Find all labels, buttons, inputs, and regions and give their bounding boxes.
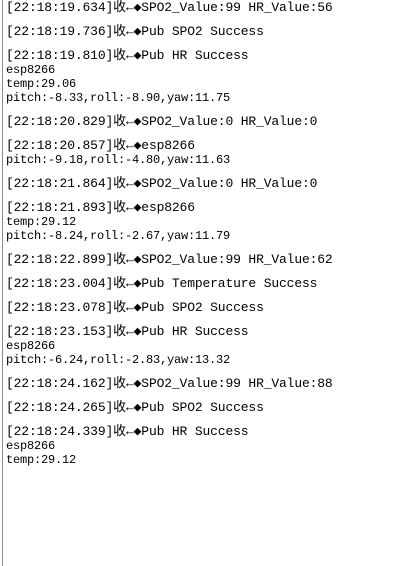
serial-receive-log[interactable]: [22:18:19.634]收←◆SPO2_Value:99 HR_Value:… bbox=[2, 0, 397, 566]
log-entry: [22:18:24.162]收←◆SPO2_Value:99 HR_Value:… bbox=[6, 376, 397, 391]
log-entry: [22:18:19.810]收←◆Pub HR Success esp8266 … bbox=[6, 48, 397, 105]
log-data-line: temp:29.12 bbox=[6, 215, 77, 229]
log-entry-header: [22:18:24.339]收←◆Pub HR Success bbox=[6, 424, 249, 439]
log-entry: [22:18:19.634]收←◆SPO2_Value:99 HR_Value:… bbox=[6, 0, 397, 15]
log-entry: [22:18:21.893]收←◆esp8266 temp:29.12 pitc… bbox=[6, 200, 397, 243]
log-entry-header: [22:18:19.736]收←◆Pub SPO2 Success bbox=[6, 24, 264, 39]
log-entry-header: [22:18:20.857]收←◆esp8266 bbox=[6, 138, 195, 153]
log-entry: [22:18:24.265]收←◆Pub SPO2 Success bbox=[6, 400, 397, 415]
log-data-line: pitch:-8.33,roll:-8.90,yaw:11.75 bbox=[6, 91, 231, 105]
log-data-line: pitch:-8.24,roll:-2.67,yaw:11.79 bbox=[6, 229, 231, 243]
log-data-line: temp:29.06 bbox=[6, 77, 77, 91]
log-entry-header: [22:18:24.162]收←◆SPO2_Value:99 HR_Value:… bbox=[6, 376, 333, 391]
log-entry: [22:18:20.829]收←◆SPO2_Value:0 HR_Value:0 bbox=[6, 114, 397, 129]
log-entry-header: [22:18:23.078]收←◆Pub SPO2 Success bbox=[6, 300, 264, 315]
log-data-line: pitch:-6.24,roll:-2.83,yaw:13.32 bbox=[6, 353, 231, 367]
log-data-line: pitch:-9.18,roll:-4.80,yaw:11.63 bbox=[6, 153, 231, 167]
log-entry-header: [22:18:24.265]收←◆Pub SPO2 Success bbox=[6, 400, 264, 415]
log-data-line: esp8266 bbox=[6, 439, 56, 453]
log-entry: [22:18:21.864]收←◆SPO2_Value:0 HR_Value:0 bbox=[6, 176, 397, 191]
log-entry-header: [22:18:19.810]收←◆Pub HR Success bbox=[6, 48, 249, 63]
log-entry: [22:18:23.153]收←◆Pub HR Success esp8266 … bbox=[6, 324, 397, 367]
log-entry-header: [22:18:22.899]收←◆SPO2_Value:99 HR_Value:… bbox=[6, 252, 333, 267]
log-entry: [22:18:23.004]收←◆Pub Temperature Success bbox=[6, 276, 397, 291]
log-data-line: esp8266 bbox=[6, 339, 56, 353]
log-entry-header: [22:18:19.634]收←◆SPO2_Value:99 HR_Value:… bbox=[6, 0, 333, 15]
log-entry-header: [22:18:23.004]收←◆Pub Temperature Success bbox=[6, 276, 318, 291]
log-entry-header: [22:18:20.829]收←◆SPO2_Value:0 HR_Value:0 bbox=[6, 114, 318, 129]
log-entry: [22:18:23.078]收←◆Pub SPO2 Success bbox=[6, 300, 397, 315]
log-entry: [22:18:24.339]收←◆Pub HR Success esp8266 … bbox=[6, 424, 397, 467]
log-data-line: esp8266 bbox=[6, 63, 56, 77]
log-entry: [22:18:20.857]收←◆esp8266 pitch:-9.18,rol… bbox=[6, 138, 397, 167]
log-entry: [22:18:19.736]收←◆Pub SPO2 Success bbox=[6, 24, 397, 39]
log-entry-header: [22:18:21.893]收←◆esp8266 bbox=[6, 200, 195, 215]
log-entry-header: [22:18:23.153]收←◆Pub HR Success bbox=[6, 324, 249, 339]
log-entry-header: [22:18:21.864]收←◆SPO2_Value:0 HR_Value:0 bbox=[6, 176, 318, 191]
log-data-line: temp:29.12 bbox=[6, 453, 77, 467]
log-entry: [22:18:22.899]收←◆SPO2_Value:99 HR_Value:… bbox=[6, 252, 397, 267]
